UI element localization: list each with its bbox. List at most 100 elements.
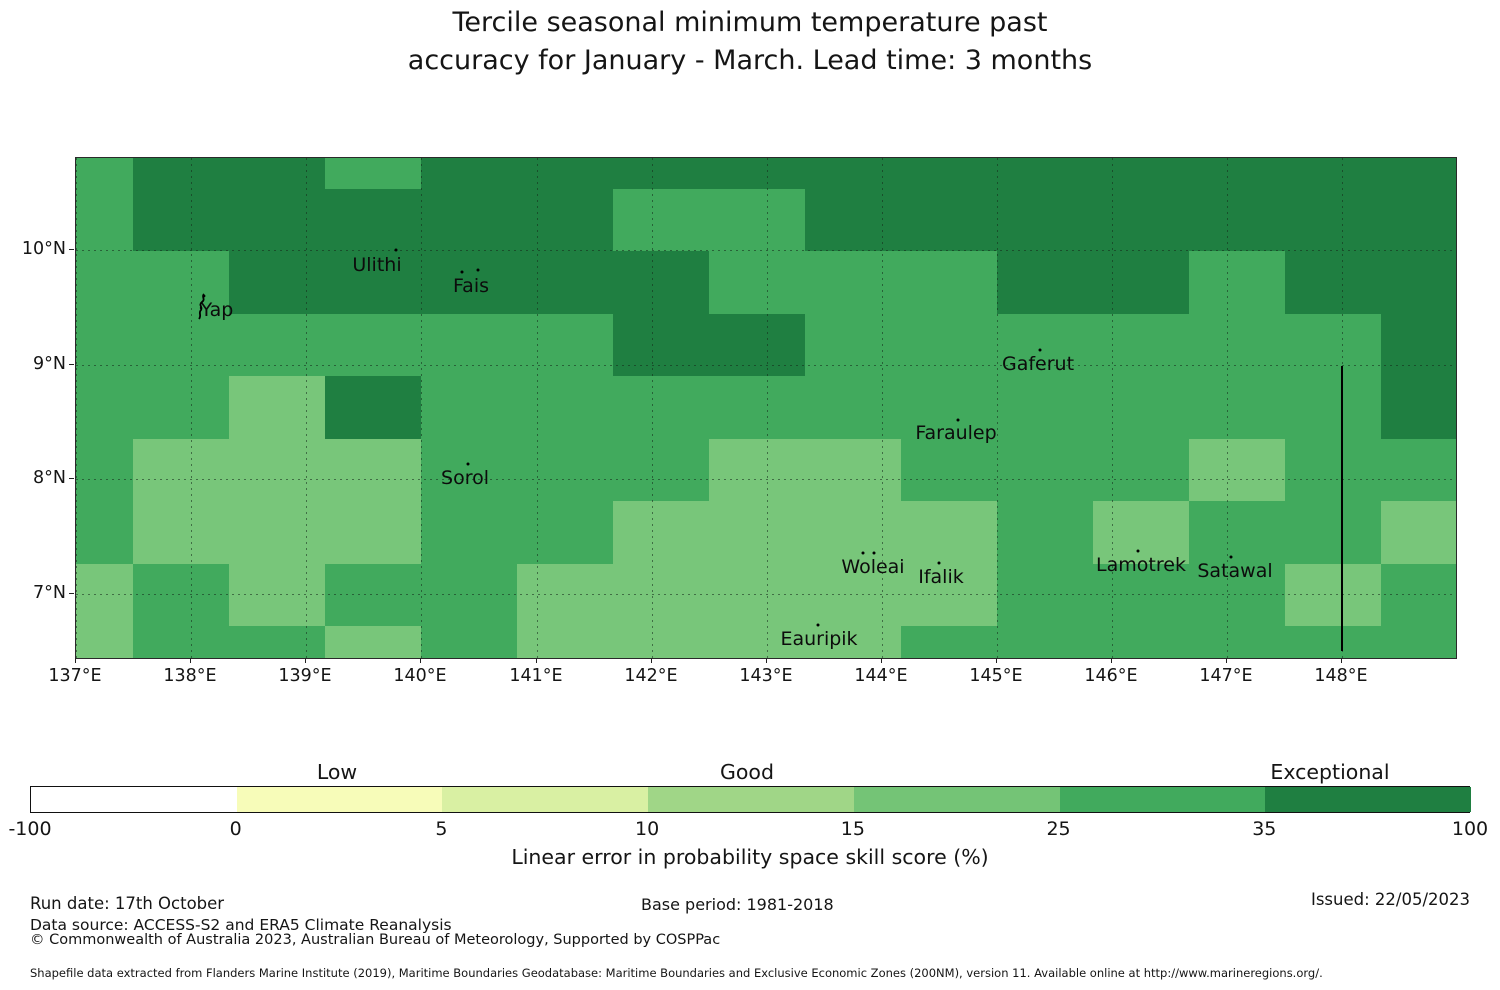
grid-cell [421,158,517,189]
longitude-gridline [76,158,77,658]
grid-cell [1093,251,1189,314]
grid-cell [709,376,805,439]
colorbar-segment [31,787,238,812]
issued-date-text: Issued: 22/05/2023 [1310,890,1470,909]
x-axis-tickmark [305,658,306,663]
grid-cell [325,313,421,376]
island-label: Ifalik [918,566,964,588]
grid-cell [421,251,517,314]
grid-cell [1189,376,1285,439]
grid-cell [709,251,805,314]
colorbar-segment [236,787,443,812]
grid-cell [133,501,229,564]
latitude-gridline [76,365,1456,366]
grid-cell [1381,188,1456,251]
grid-cell [901,251,997,314]
grid-cell [421,313,517,376]
x-axis-tickmark [651,658,652,663]
grid-cell [1093,188,1189,251]
x-axis-tickmark [881,658,882,663]
x-tick-label: 147°E [1199,666,1253,686]
longitude-gridline [882,158,883,658]
y-tick-label: 8°N [33,468,66,488]
grid-cell [517,188,613,251]
island-marker-dot [1038,348,1042,352]
island-marker-dot [956,418,960,422]
grid-cell [1093,501,1189,564]
grid-cell [76,313,133,376]
island-label: Satawal [1197,560,1273,582]
grid-cell [325,251,421,314]
grid-cell [1285,158,1381,189]
colorbar-axis-label: Linear error in probability space skill … [511,845,989,869]
grid-cell [76,251,133,314]
grid-cell [613,313,709,376]
island-label: Gaferut [1001,353,1075,375]
y-tick-label: 7°N [33,583,66,603]
grid-cell [133,251,229,314]
grid-cell [76,626,133,658]
y-tick-label: 9°N [33,354,66,374]
latitude-gridline [76,594,1456,595]
grid-cell [229,313,325,376]
grid-cell [709,438,805,501]
latitude-gridline [76,250,1456,251]
grid-cell [325,158,421,189]
grid-cell [997,188,1093,251]
grid-cell [76,501,133,564]
grid-cell [613,626,709,658]
grid-cell [76,438,133,501]
y-tick-label: 10°N [21,239,66,259]
colorbar-segment [442,787,649,812]
grid-cell [517,251,613,314]
chart-title-line1: Tercile seasonal minimum temperature pas… [452,7,1048,38]
grid-cell [1093,313,1189,376]
grid-cell [613,158,709,189]
x-axis-tickmark [75,658,76,663]
grid-cell [805,251,901,314]
grid-cell [997,251,1093,314]
grid-cell [709,501,805,564]
grid-cell [613,251,709,314]
grid-cell [1093,376,1189,439]
colorbar-tick-label: 10 [635,818,660,840]
shapefile-attribution-text: Shapefile data extracted from Flanders M… [30,966,1323,980]
grid-cell [421,188,517,251]
island-marker-dot [460,270,464,274]
colorbar-segment [1059,787,1266,812]
longitude-gridline [997,158,998,658]
longitude-gridline [652,158,653,658]
colorbar-segment [853,787,1061,812]
grid-cell [1381,501,1456,564]
data-source-text: Data source: ACCESS-S2 and ERA5 Climate … [30,916,452,934]
x-tick-label: 140°E [393,666,447,686]
island-marker-dot [466,462,470,466]
grid-cell [421,376,517,439]
island-marker-dot [861,551,865,555]
grid-cell [229,158,325,189]
grid-cell [133,438,229,501]
grid-cell [805,158,901,189]
x-axis-tickmark [420,658,421,663]
grid-cell [997,376,1093,439]
grid-cell [901,626,997,658]
grid-cell [229,188,325,251]
copyright-text: © Commonwealth of Australia 2023, Austra… [30,932,721,948]
yap-island-outline [195,293,211,321]
grid-cell [709,158,805,189]
island-marker-dot [394,248,398,252]
x-axis-tickmark [536,658,537,663]
grid-cell [1285,501,1381,564]
y-axis-tickmark [69,364,74,365]
longitude-gridline [1227,158,1228,658]
grid-cell [1381,313,1456,376]
grid-cell [901,188,997,251]
grid-cell [901,438,997,501]
grid-cell [1381,626,1456,658]
colorbar-segment [648,787,855,812]
grid-cell [901,158,997,189]
island-label: Sorol [441,467,489,489]
longitude-gridline [1112,158,1113,658]
longitude-gridline [421,158,422,658]
